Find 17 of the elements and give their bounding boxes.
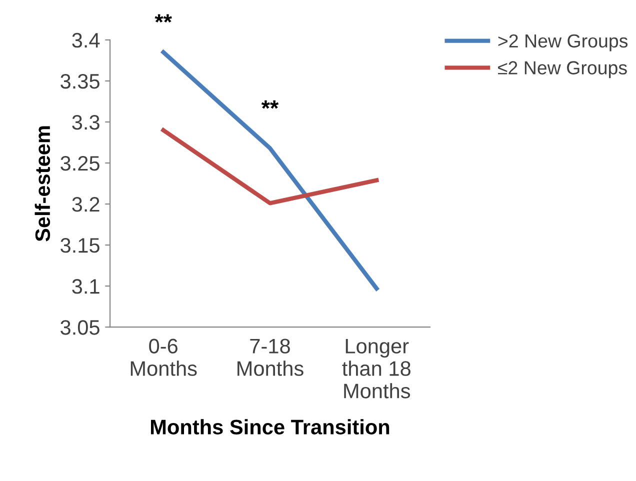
y-axis-title: Self-esteem (34, 126, 50, 242)
x-tick-label: Longer than 18 Months (342, 338, 410, 398)
y-tick-label: 3.35 (60, 74, 100, 89)
y-tick-label: 3.25 (60, 156, 100, 171)
y-tick-label: 3.4 (72, 32, 100, 48)
y-tick-label: 3.3 (72, 114, 100, 130)
x-tick-label: 0-6 Months (130, 338, 197, 376)
legend-label: >2 New Groups (498, 34, 628, 52)
y-tick-label: 3.1 (72, 279, 100, 294)
y-tick-label: 3.2 (72, 197, 100, 212)
y-tick-label: 3.05 (60, 320, 100, 335)
text: ** (154, 14, 172, 23)
annotation: ** (261, 100, 279, 109)
legend-label: ≤2 New Groups (498, 61, 627, 78)
x-tick-label: 7-18 Months (238, 338, 304, 376)
x-axis-title: Months Since Transition (151, 419, 390, 434)
y-tick-label: 3.15 (60, 238, 100, 253)
